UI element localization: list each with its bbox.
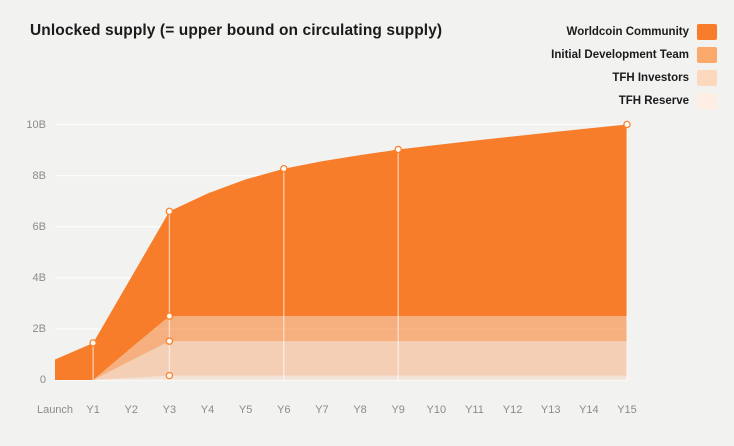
x-tick-y9: Y9 xyxy=(391,404,405,416)
marker-Y15 xyxy=(623,120,631,129)
marker-Y3 xyxy=(165,207,174,216)
legend-label: Worldcoin Community xyxy=(566,26,689,38)
marker-Y1 xyxy=(89,339,97,347)
x-tick-y14: Y14 xyxy=(579,404,599,416)
y-tick-6B: 6B xyxy=(32,220,46,233)
x-tick-launch: Launch xyxy=(36,404,74,416)
x-tick-y7: Y7 xyxy=(315,404,329,416)
y-tick-4B: 4B xyxy=(32,271,46,284)
area-initial-development-team xyxy=(55,316,627,380)
x-tick-y8: Y8 xyxy=(353,404,367,416)
x-tick-y5: Y5 xyxy=(238,404,253,416)
legend-item-2: TFH Investors xyxy=(551,70,717,86)
x-tick-y15: Y15 xyxy=(617,404,637,416)
y-tick-0: 0 xyxy=(39,374,46,386)
legend-label: TFH Investors xyxy=(612,72,689,84)
marker-Y3 xyxy=(165,312,174,320)
legend-swatch-icon xyxy=(697,24,717,40)
area-tfh-investors xyxy=(55,341,627,380)
x-tick-y13: Y13 xyxy=(540,404,561,416)
legend-swatch-icon xyxy=(697,93,717,109)
legend-swatch-icon xyxy=(697,70,717,86)
legend-swatch-icon xyxy=(697,47,717,63)
x-tick-y4: Y4 xyxy=(200,404,215,416)
marker-Y9 xyxy=(394,145,402,154)
y-tick-2B: 2B xyxy=(32,322,46,335)
legend-label: TFH Reserve xyxy=(618,95,689,107)
x-tick-y12: Y12 xyxy=(502,404,523,416)
area-tfh-reserve xyxy=(55,375,627,380)
legend-item-3: TFH Reserve xyxy=(551,93,717,109)
x-tick-y6: Y6 xyxy=(277,404,291,416)
chart-legend: Worldcoin Community Initial Development T… xyxy=(551,24,717,109)
y-tick-10B: 10B xyxy=(26,118,46,131)
legend-item-1: Initial Development Team xyxy=(551,47,717,63)
x-tick-y3: Y3 xyxy=(162,404,177,416)
chart-title: Unlocked supply (= upper bound on circul… xyxy=(30,22,443,39)
marker-Y6 xyxy=(280,164,288,173)
legend-item-0: Worldcoin Community xyxy=(551,24,717,40)
marker-Y3 xyxy=(165,337,174,345)
legend-label: Initial Development Team xyxy=(551,49,689,61)
area-worldcoin-community xyxy=(55,124,627,380)
x-tick-y10: Y10 xyxy=(426,404,447,416)
marker-Y3 xyxy=(165,371,174,380)
y-tick-8B: 8B xyxy=(32,169,46,182)
x-tick-y2: Y2 xyxy=(124,404,138,416)
x-tick-y1: Y1 xyxy=(86,404,100,416)
x-tick-y11: Y11 xyxy=(465,404,484,416)
